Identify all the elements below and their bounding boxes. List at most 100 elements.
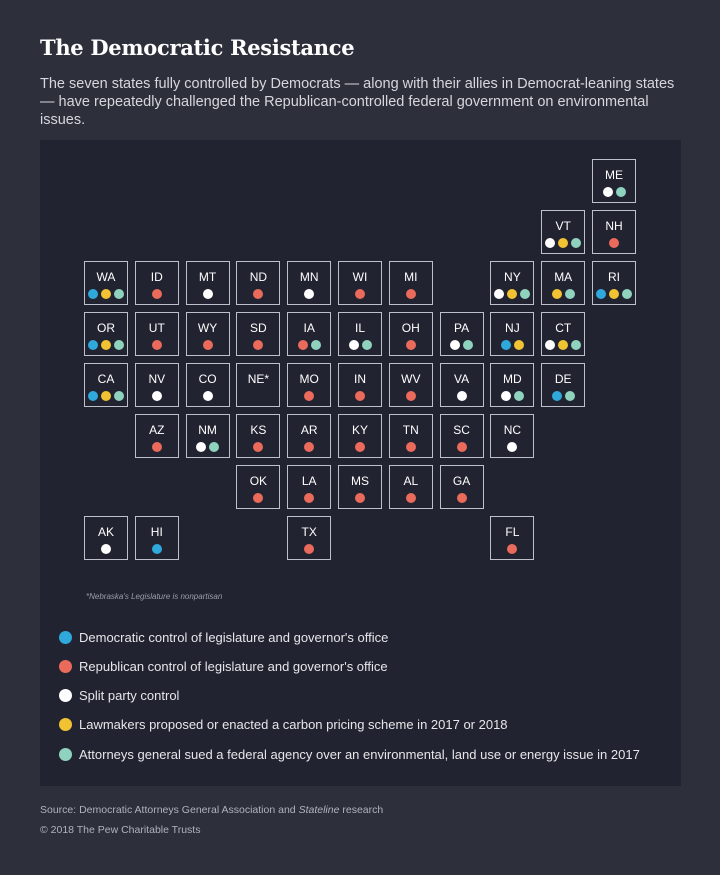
state-indicator-dots — [187, 340, 229, 350]
indicator-dot-dem — [596, 289, 606, 299]
state-abbr: TN — [402, 423, 419, 437]
state-tile-ms: MS — [338, 465, 382, 509]
state-tile-ok: OK — [236, 465, 281, 509]
indicator-dot-ag — [564, 289, 575, 299]
state-abbr: IA — [303, 321, 315, 335]
state-tile-co: CO — [185, 363, 230, 407]
indicator-dot-ag — [513, 391, 524, 401]
indicator-dot-carbon — [101, 391, 111, 401]
indicator-dot-rep — [456, 442, 467, 452]
state-abbr: AK — [97, 525, 114, 539]
source-line: Source: Democratic Attorneys General Ass… — [40, 804, 383, 816]
state-tile-mt: MT — [185, 261, 230, 305]
state-abbr: OR — [97, 321, 115, 335]
indicator-dot-rep — [253, 493, 264, 503]
state-abbr: CT — [555, 321, 572, 335]
state-indicator-dots — [390, 340, 432, 350]
nebraska-footnote: *Nebraska's Legislature is nonpartisan — [86, 592, 223, 601]
indicator-dot-rep — [355, 493, 365, 503]
state-tile-nd: ND — [236, 261, 281, 305]
state-indicator-dots — [491, 544, 533, 554]
state-indicator-dots — [237, 340, 279, 350]
state-indicator-dots — [187, 289, 229, 299]
indicator-dot-ag — [114, 289, 124, 299]
state-abbr: HI — [150, 525, 163, 539]
state-tile-az: AZ — [134, 414, 179, 458]
state-indicator-dots — [491, 391, 533, 401]
state-tile-nc: NC — [490, 414, 535, 458]
state-abbr: IN — [354, 372, 366, 386]
state-indicator-dots — [390, 493, 432, 503]
state-abbr: ME — [605, 168, 623, 182]
state-indicator-dots — [237, 493, 279, 503]
state-indicator-dots — [288, 289, 330, 299]
state-tile-ut: UT — [134, 312, 179, 356]
state-indicator-dots — [542, 340, 584, 350]
state-indicator-dots — [85, 289, 127, 299]
indicator-dot-split — [101, 544, 111, 554]
indicator-dot-split — [500, 391, 511, 401]
indicator-dot-ag — [520, 289, 531, 299]
state-tile-id: ID — [134, 261, 179, 305]
state-indicator-dots — [441, 391, 483, 401]
indicator-dot-ag — [564, 391, 575, 401]
state-tile-wy: WY — [185, 312, 230, 356]
state-indicator-dots — [187, 391, 229, 401]
state-abbr: IL — [354, 321, 365, 335]
state-tile-mi: MI — [388, 261, 433, 305]
state-tile-ny: NY — [490, 261, 535, 305]
state-abbr: WV — [401, 372, 421, 386]
indicator-dot-rep — [151, 340, 162, 350]
state-abbr: MS — [351, 474, 369, 488]
indicator-dot-dem — [551, 391, 562, 401]
state-indicator-dots — [288, 391, 330, 401]
state-abbr: PA — [454, 321, 470, 335]
indicator-dot-rep — [405, 289, 416, 299]
legend-dot-rep — [59, 659, 72, 673]
indicator-dot-rep — [507, 544, 518, 554]
state-tile-nv: NV — [134, 363, 179, 407]
state-indicator-dots — [593, 187, 635, 197]
state-indicator-dots — [85, 391, 127, 401]
state-abbr: MO — [299, 372, 319, 386]
state-tile-tx: TX — [287, 516, 332, 560]
state-indicator-dots — [441, 340, 483, 350]
state-indicator-dots — [390, 391, 432, 401]
source-prefix: Source: Democratic Attorneys General Ass… — [40, 804, 299, 816]
indicator-dot-ag — [310, 340, 321, 350]
indicator-dot-carbon — [551, 289, 562, 299]
indicator-dot-dem — [151, 544, 162, 554]
indicator-dot-dem — [500, 340, 511, 350]
state-abbr: WI — [352, 270, 368, 284]
state-indicator-dots — [542, 391, 584, 401]
indicator-dot-rep — [304, 544, 315, 554]
state-abbr: NJ — [505, 321, 520, 335]
copyright: © 2018 The Pew Charitable Trusts — [40, 824, 201, 836]
state-tile-ne: NE* — [236, 363, 281, 407]
state-indicator-dots — [593, 289, 635, 299]
state-tile-ar: AR — [287, 414, 332, 458]
source-italic: Stateline — [298, 804, 340, 816]
state-tile-hi: HI — [134, 516, 179, 560]
state-abbr: CO — [198, 372, 217, 386]
state-tile-al: AL — [388, 465, 433, 509]
indicator-dot-ag — [209, 442, 220, 452]
state-tile-nm: NM — [185, 414, 230, 458]
state-tile-wa: WA — [84, 261, 128, 305]
state-abbr: MN — [299, 270, 319, 284]
indicator-dot-rep — [405, 391, 416, 401]
state-abbr: MA — [554, 270, 573, 284]
state-abbr: UT — [148, 321, 165, 335]
state-indicator-dots — [339, 289, 381, 299]
subtitle: The seven states fully controlled by Dem… — [40, 76, 675, 128]
state-indicator-dots — [593, 238, 635, 248]
state-indicator-dots — [136, 442, 178, 452]
state-tile-ky: KY — [338, 414, 382, 458]
state-abbr: MI — [404, 270, 418, 284]
state-indicator-dots — [136, 340, 178, 350]
indicator-dot-ag — [622, 289, 632, 299]
indicator-dot-dem — [88, 289, 98, 299]
legend-dot-dem — [59, 630, 72, 644]
state-indicator-dots — [390, 442, 432, 452]
state-indicator-dots — [136, 391, 178, 401]
